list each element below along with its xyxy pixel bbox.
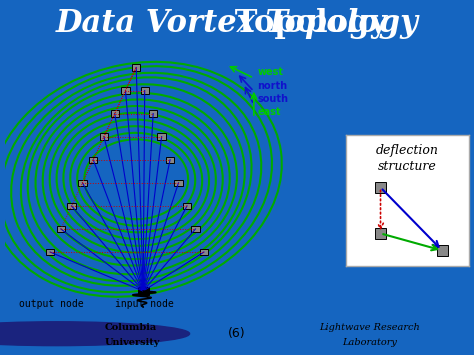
Text: Topology: Topology xyxy=(86,7,388,39)
Circle shape xyxy=(0,322,190,346)
FancyBboxPatch shape xyxy=(375,228,386,239)
FancyBboxPatch shape xyxy=(140,87,149,94)
FancyBboxPatch shape xyxy=(89,157,97,163)
FancyBboxPatch shape xyxy=(46,249,54,255)
FancyBboxPatch shape xyxy=(132,64,140,71)
FancyBboxPatch shape xyxy=(100,133,108,140)
Text: (6): (6) xyxy=(228,327,246,340)
Text: north: north xyxy=(257,81,287,91)
FancyBboxPatch shape xyxy=(183,203,191,209)
FancyBboxPatch shape xyxy=(57,226,65,232)
Text: structure: structure xyxy=(378,160,437,173)
Text: south: south xyxy=(257,94,288,104)
FancyBboxPatch shape xyxy=(78,180,87,186)
FancyBboxPatch shape xyxy=(200,249,208,255)
FancyBboxPatch shape xyxy=(110,110,119,117)
FancyBboxPatch shape xyxy=(166,157,174,163)
FancyBboxPatch shape xyxy=(157,133,166,140)
FancyBboxPatch shape xyxy=(121,87,129,94)
Text: west: west xyxy=(257,67,283,77)
Text: Columbia: Columbia xyxy=(104,323,156,332)
Text: deflection: deflection xyxy=(376,144,439,157)
Text: input node: input node xyxy=(116,299,174,309)
FancyBboxPatch shape xyxy=(191,226,200,232)
Text: University: University xyxy=(104,338,160,347)
FancyBboxPatch shape xyxy=(67,203,76,209)
Text: output node: output node xyxy=(18,299,83,309)
Text: Laboratory: Laboratory xyxy=(342,338,397,347)
FancyBboxPatch shape xyxy=(149,110,157,117)
FancyBboxPatch shape xyxy=(437,245,447,256)
Text: east: east xyxy=(257,107,281,118)
FancyBboxPatch shape xyxy=(174,180,182,186)
FancyBboxPatch shape xyxy=(138,287,148,295)
FancyBboxPatch shape xyxy=(375,181,386,193)
Text: Data Vortex Topology: Data Vortex Topology xyxy=(55,7,419,39)
Text: Lightwave Research: Lightwave Research xyxy=(319,323,420,332)
